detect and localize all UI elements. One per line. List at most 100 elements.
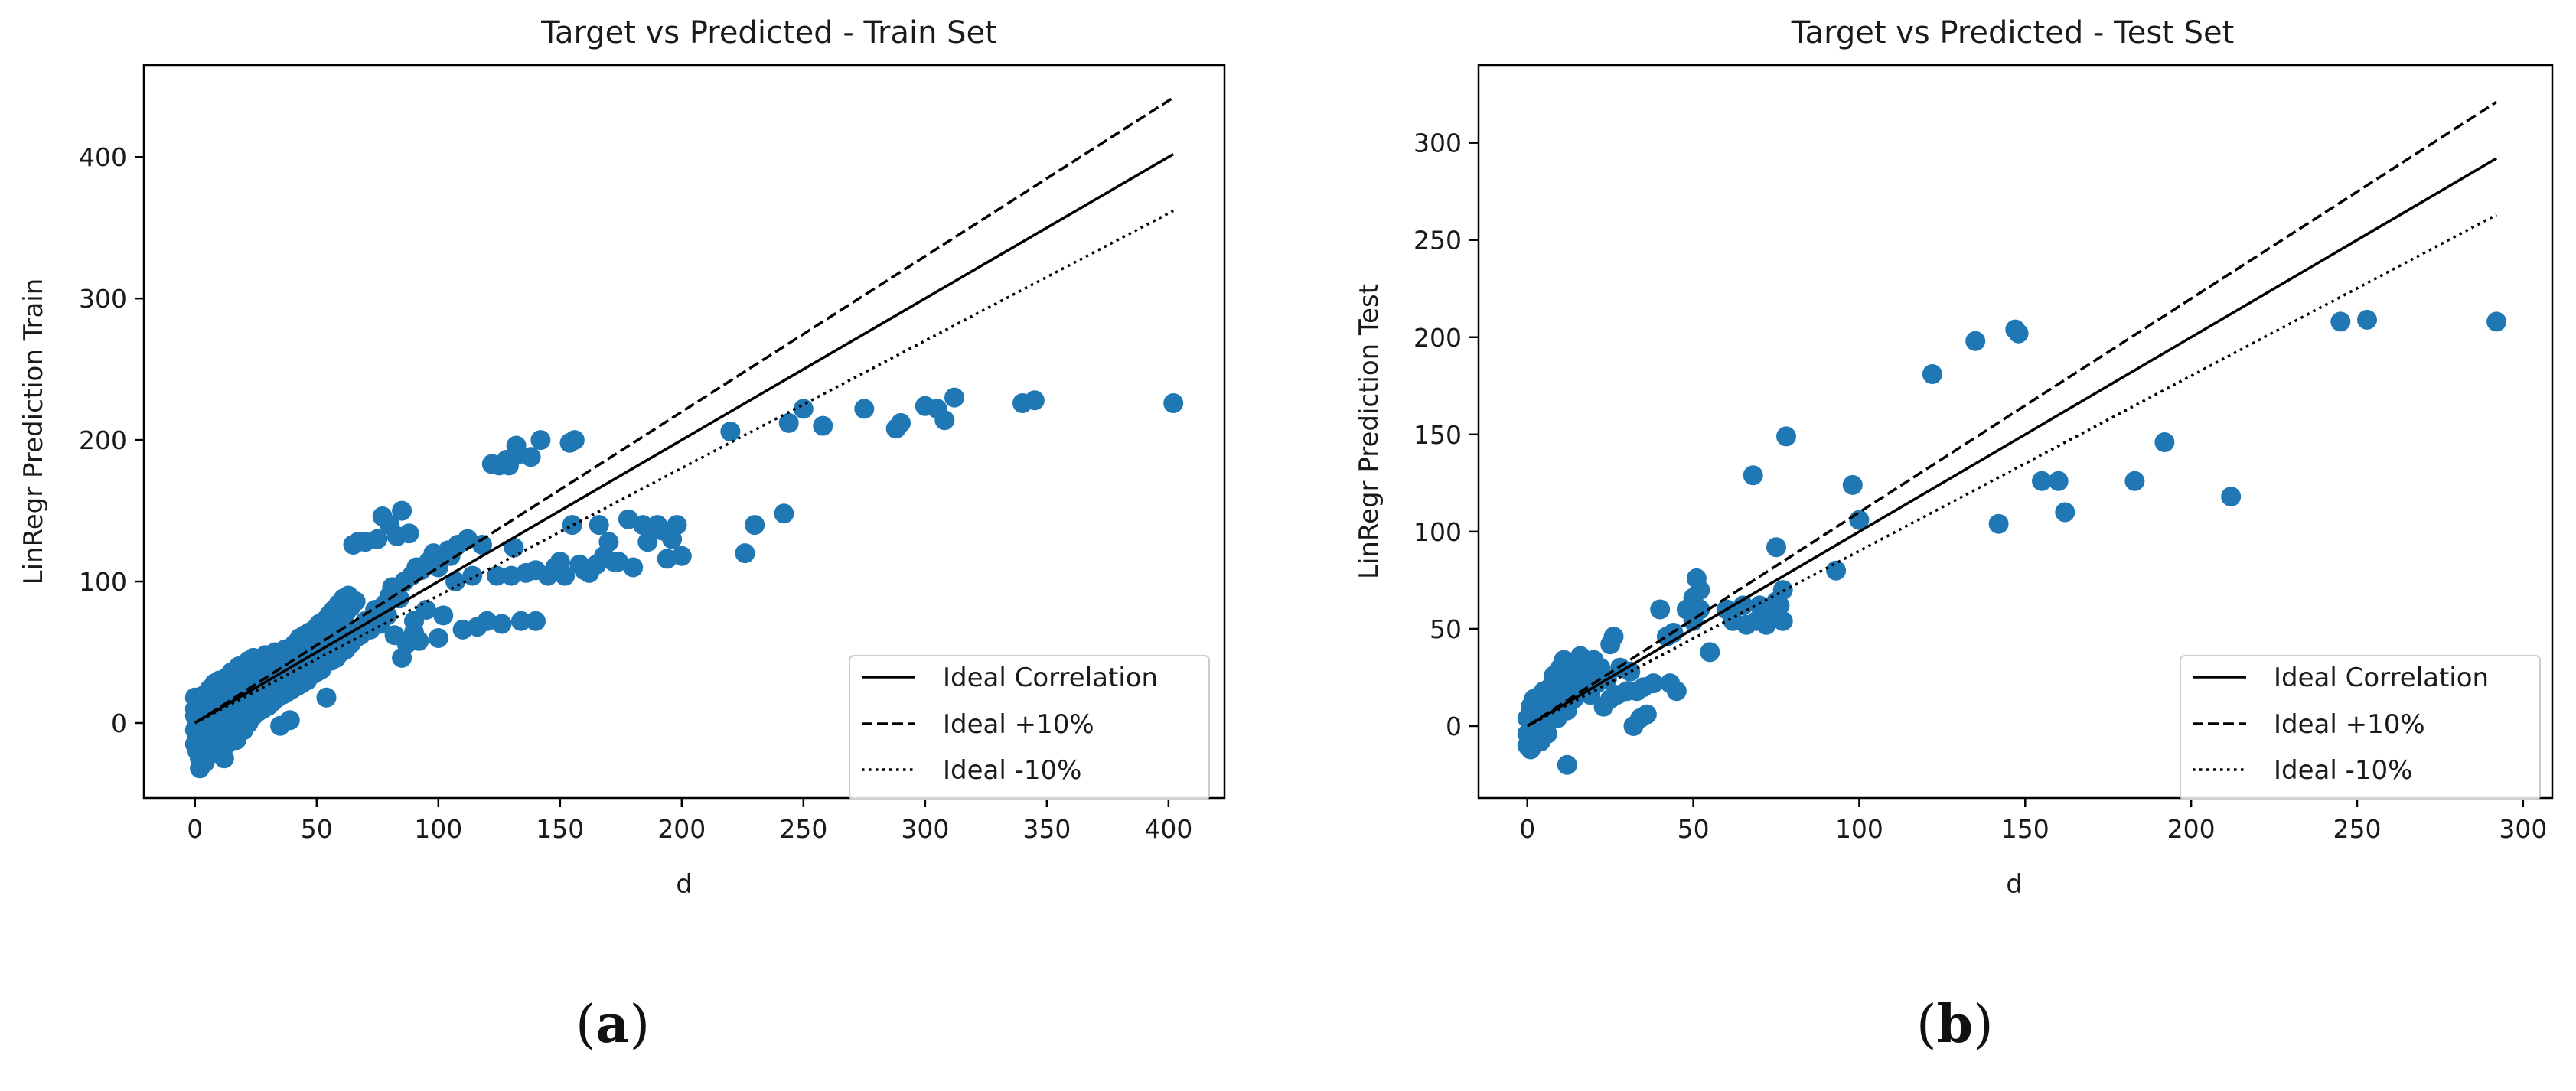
scatter-point bbox=[2048, 471, 2069, 491]
scatter-point bbox=[2330, 311, 2351, 332]
legend-label: Ideal +10% bbox=[2274, 709, 2425, 740]
scatter-point bbox=[392, 500, 412, 521]
scatter-point bbox=[1769, 595, 1790, 616]
scatter-point bbox=[520, 447, 541, 467]
legend-label: Ideal -10% bbox=[943, 755, 1081, 786]
x-tick-label: 100 bbox=[414, 814, 462, 844]
scatter-point bbox=[1650, 599, 1671, 620]
x-axis-label: d bbox=[676, 869, 693, 900]
scatter-point bbox=[555, 565, 576, 586]
scatter-point bbox=[778, 412, 799, 433]
scatter-point bbox=[1772, 611, 1793, 631]
scatter-point bbox=[1988, 513, 2009, 534]
scatter-point bbox=[793, 399, 814, 419]
scatter-point bbox=[671, 546, 692, 566]
train-set-chart: Target vs Predicted - Train Set 0 50 100 15… bbox=[18, 15, 1226, 1055]
scatter-point bbox=[735, 543, 755, 564]
scatter-point bbox=[1163, 393, 1184, 413]
y-tick-label: 400 bbox=[79, 142, 127, 172]
scatter-point bbox=[316, 687, 337, 708]
x-tick-label: 400 bbox=[1144, 814, 1192, 844]
scatter-point bbox=[1965, 331, 1986, 351]
x-tick-label: 250 bbox=[2333, 814, 2381, 844]
y-tick-label: 50 bbox=[1430, 614, 1462, 644]
x-tick-label: 50 bbox=[1678, 814, 1710, 844]
legend-label: Ideal +10% bbox=[943, 709, 1094, 740]
scatter-point bbox=[487, 565, 507, 586]
scatter-point bbox=[1690, 580, 1710, 601]
panel-label-letter: b bbox=[1937, 994, 1974, 1055]
panel-label-letter: a bbox=[596, 994, 630, 1055]
scatter-point bbox=[2124, 471, 2145, 491]
x-tick-label: 100 bbox=[1835, 814, 1883, 844]
scatter-point bbox=[944, 387, 964, 408]
panel-label: (a) bbox=[576, 994, 650, 1055]
scatter-point bbox=[1749, 595, 1770, 616]
reference-line-dotted bbox=[194, 209, 1175, 725]
reference-line-solid bbox=[1526, 157, 2498, 728]
scatter-point bbox=[623, 557, 644, 578]
scatter-point bbox=[1922, 364, 1942, 384]
legend: Ideal Correlation Ideal +10% Ideal -10% bbox=[849, 655, 1210, 800]
panel-label-open: ( bbox=[576, 995, 596, 1055]
scatter-point bbox=[1690, 599, 1710, 620]
legend-label: Ideal -10% bbox=[2274, 755, 2412, 786]
scatter-point bbox=[399, 523, 419, 544]
plot-frame bbox=[1477, 64, 2554, 800]
x-tick-label: 150 bbox=[2001, 814, 2049, 844]
legend-box bbox=[849, 655, 1210, 800]
y-tick-label: 100 bbox=[79, 567, 127, 597]
plot-area bbox=[1517, 100, 2507, 775]
test-set-chart: Target vs Predicted - Test Set 0 50 100 150… bbox=[1354, 15, 2554, 1055]
y-tick-label: 100 bbox=[1414, 517, 1462, 547]
legend-box bbox=[2180, 655, 2541, 800]
scatter-point bbox=[1766, 537, 1786, 558]
legend-label: Ideal Correlation bbox=[943, 663, 1158, 693]
y-tick-label: 300 bbox=[79, 284, 127, 314]
y-axis-label: LinRegr Prediction Test bbox=[1354, 284, 1384, 579]
plot-area bbox=[184, 96, 1184, 779]
scatter-point bbox=[745, 515, 765, 536]
scatter-point bbox=[409, 630, 429, 651]
scatter-point bbox=[1743, 465, 1763, 486]
scatter-point bbox=[564, 430, 585, 451]
scatter-point bbox=[1700, 642, 1720, 663]
scatter-point bbox=[637, 532, 658, 552]
scatter-point bbox=[720, 422, 741, 441]
scatter-point bbox=[428, 628, 448, 648]
x-axis-label: d bbox=[2006, 869, 2023, 900]
axis-ticks: 0 50 100 150 200 250 300 350 400 0 100 200 300 400 bbox=[79, 142, 1192, 844]
scatter-point bbox=[632, 515, 653, 536]
scatter-point bbox=[891, 412, 911, 433]
x-tick-label: 300 bbox=[2499, 814, 2547, 844]
scatter-point bbox=[1537, 724, 1557, 744]
scatter-point bbox=[1557, 754, 1577, 775]
scatter-point bbox=[589, 515, 609, 536]
scatter-point bbox=[2055, 502, 2075, 523]
x-tick-label: 350 bbox=[1022, 814, 1071, 844]
panel-label-open: ( bbox=[1916, 995, 1937, 1055]
scatter-point bbox=[1666, 681, 1687, 702]
x-tick-label: 200 bbox=[2167, 814, 2216, 844]
panel-label-close: ) bbox=[1973, 995, 1994, 1055]
y-tick-label: 200 bbox=[1414, 323, 1462, 353]
scatter-point bbox=[433, 605, 454, 626]
scatter-point bbox=[2008, 323, 2029, 344]
scatter-point bbox=[562, 515, 582, 536]
x-tick-label: 150 bbox=[536, 814, 584, 844]
scatter-point bbox=[389, 588, 409, 609]
scatter-point bbox=[530, 430, 551, 451]
scatter-point bbox=[491, 614, 512, 634]
x-tick-label: 250 bbox=[779, 814, 827, 844]
scatter-point bbox=[1024, 390, 1045, 411]
scatter-point bbox=[472, 535, 492, 555]
reference-line-solid bbox=[194, 153, 1175, 725]
y-tick-label: 300 bbox=[1414, 129, 1462, 158]
scatter-point bbox=[1643, 673, 1664, 694]
y-tick-label: 0 bbox=[1446, 712, 1462, 741]
x-tick-label: 0 bbox=[187, 814, 203, 844]
x-tick-label: 50 bbox=[301, 814, 333, 844]
x-tick-label: 200 bbox=[657, 814, 706, 844]
